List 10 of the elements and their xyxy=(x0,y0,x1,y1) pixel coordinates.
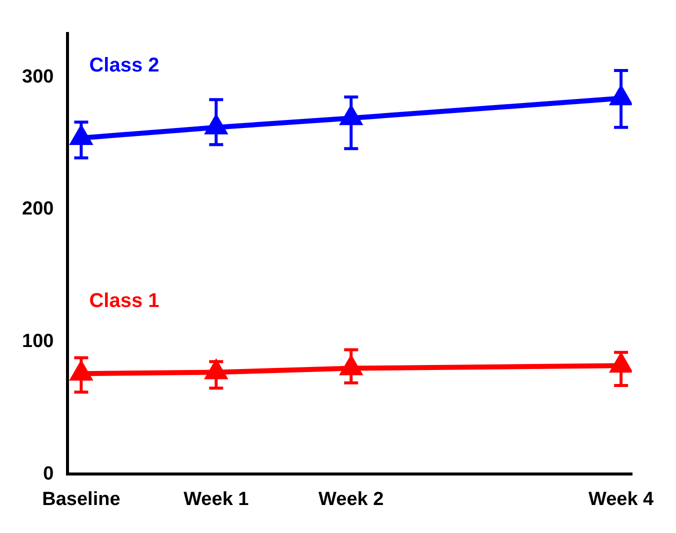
x-tick-label: Baseline xyxy=(42,488,120,510)
x-tick-label: Week 4 xyxy=(588,488,654,510)
text: Class 1 xyxy=(89,290,160,312)
x-tick-label: Week 2 xyxy=(318,488,384,510)
y-tick-label: 200 xyxy=(22,198,54,220)
y-tick-label: 0 xyxy=(43,463,54,484)
x-tick-label: Week 1 xyxy=(184,488,250,510)
text: Class 2 xyxy=(89,54,160,76)
y-tick-label: 100 xyxy=(22,331,54,352)
y-tick-label: 300 xyxy=(22,66,54,88)
